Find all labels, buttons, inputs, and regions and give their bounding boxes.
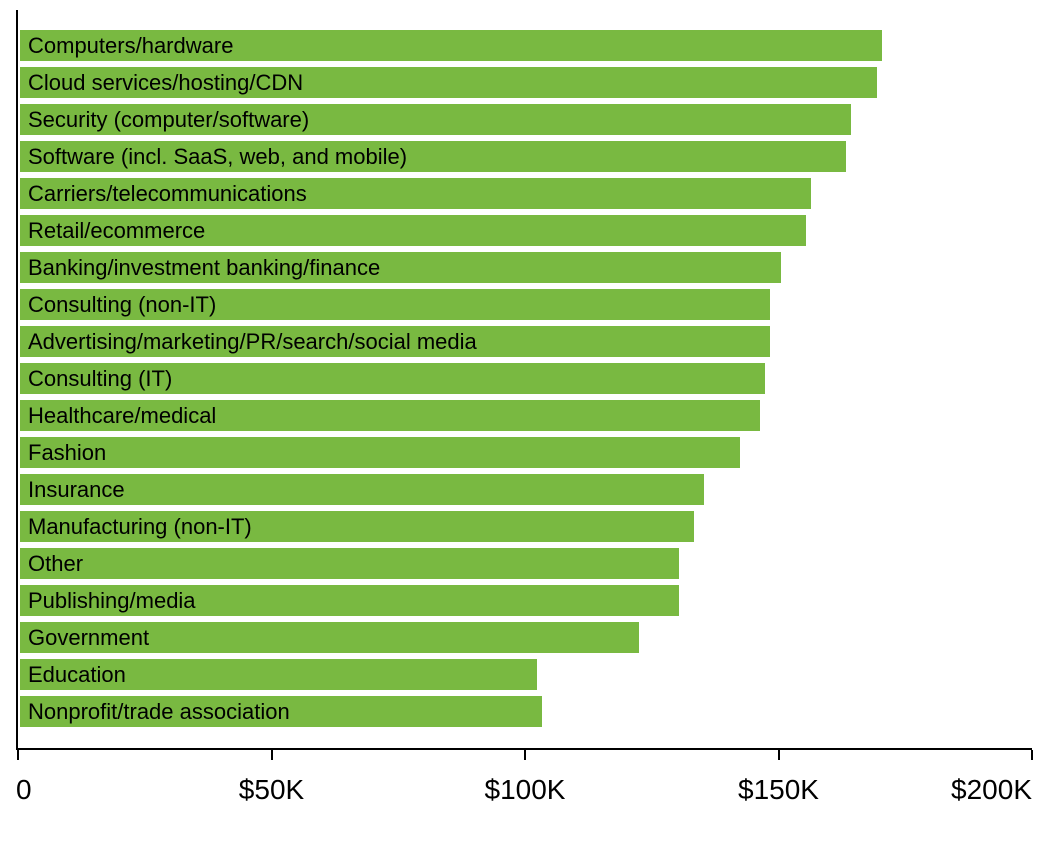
bar-label: Retail/ecommerce [20, 218, 205, 244]
x-tick-mark [17, 750, 19, 760]
bar-label: Cloud services/hosting/CDN [20, 70, 303, 96]
bar: Advertising/marketing/PR/search/social m… [20, 326, 770, 357]
bar-row: Advertising/marketing/PR/search/social m… [20, 326, 1032, 363]
bar: Software (incl. SaaS, web, and mobile) [20, 141, 846, 172]
bar-row: Nonprofit/trade association [20, 696, 1032, 733]
x-tick-label: 0 [16, 774, 32, 806]
bar-label: Security (computer/software) [20, 107, 309, 133]
bar: Healthcare/medical [20, 400, 760, 431]
bars-container: Computers/hardware Cloud services/hosting… [20, 30, 1032, 733]
bar-label: Carriers/telecommunications [20, 181, 307, 207]
bar-label: Other [20, 551, 83, 577]
bar-row: Government [20, 622, 1032, 659]
bar: Nonprofit/trade association [20, 696, 542, 727]
bar: Consulting (IT) [20, 363, 765, 394]
bar: Fashion [20, 437, 740, 468]
x-tick-mark [271, 750, 273, 760]
bar-row: Carriers/telecommunications [20, 178, 1032, 215]
bar-label: Nonprofit/trade association [20, 699, 290, 725]
x-tick-label: $100K [485, 774, 566, 806]
bar-label: Consulting (IT) [20, 366, 172, 392]
bar-label: Government [20, 625, 149, 651]
bar-label: Healthcare/medical [20, 403, 216, 429]
bar-label: Education [20, 662, 126, 688]
bar-label: Fashion [20, 440, 106, 466]
plot-area: Computers/hardware Cloud services/hosting… [16, 10, 1032, 750]
x-tick-label: $150K [738, 774, 819, 806]
bar-row: Retail/ecommerce [20, 215, 1032, 252]
bar: Insurance [20, 474, 704, 505]
bar-row: Healthcare/medical [20, 400, 1032, 437]
bar-label: Banking/investment banking/finance [20, 255, 380, 281]
bar: Publishing/media [20, 585, 679, 616]
bar: Computers/hardware [20, 30, 882, 61]
x-tick-mark [778, 750, 780, 760]
bar-label: Computers/hardware [20, 33, 233, 59]
x-tick-mark [1031, 750, 1033, 760]
bar-label: Advertising/marketing/PR/search/social m… [20, 329, 477, 355]
bar: Manufacturing (non-IT) [20, 511, 694, 542]
bar-label: Insurance [20, 477, 125, 503]
bar-label: Software (incl. SaaS, web, and mobile) [20, 144, 407, 170]
bar-row: Consulting (IT) [20, 363, 1032, 400]
bar-row: Fashion [20, 437, 1032, 474]
bar: Cloud services/hosting/CDN [20, 67, 877, 98]
bar-row: Other [20, 548, 1032, 585]
bar-row: Software (incl. SaaS, web, and mobile) [20, 141, 1032, 178]
bar-row: Security (computer/software) [20, 104, 1032, 141]
bar: Consulting (non-IT) [20, 289, 770, 320]
bar-label: Manufacturing (non-IT) [20, 514, 252, 540]
bar: Banking/investment banking/finance [20, 252, 781, 283]
bar-row: Consulting (non-IT) [20, 289, 1032, 326]
bar: Other [20, 548, 679, 579]
bar: Government [20, 622, 639, 653]
bar-row: Manufacturing (non-IT) [20, 511, 1032, 548]
salary-by-industry-chart: Computers/hardware Cloud services/hosting… [0, 0, 1048, 842]
bar-row: Education [20, 659, 1032, 696]
bar-label: Publishing/media [20, 588, 196, 614]
bar-row: Cloud services/hosting/CDN [20, 67, 1032, 104]
bar-row: Banking/investment banking/finance [20, 252, 1032, 289]
x-tick-label: $50K [239, 774, 304, 806]
bar-row: Insurance [20, 474, 1032, 511]
bar: Security (computer/software) [20, 104, 851, 135]
x-tick-label: $200K [951, 774, 1032, 806]
bar-row: Publishing/media [20, 585, 1032, 622]
x-tick-mark [524, 750, 526, 760]
bar: Education [20, 659, 537, 690]
bar-label: Consulting (non-IT) [20, 292, 216, 318]
bar: Carriers/telecommunications [20, 178, 811, 209]
bar: Retail/ecommerce [20, 215, 806, 246]
bar-row: Computers/hardware [20, 30, 1032, 67]
